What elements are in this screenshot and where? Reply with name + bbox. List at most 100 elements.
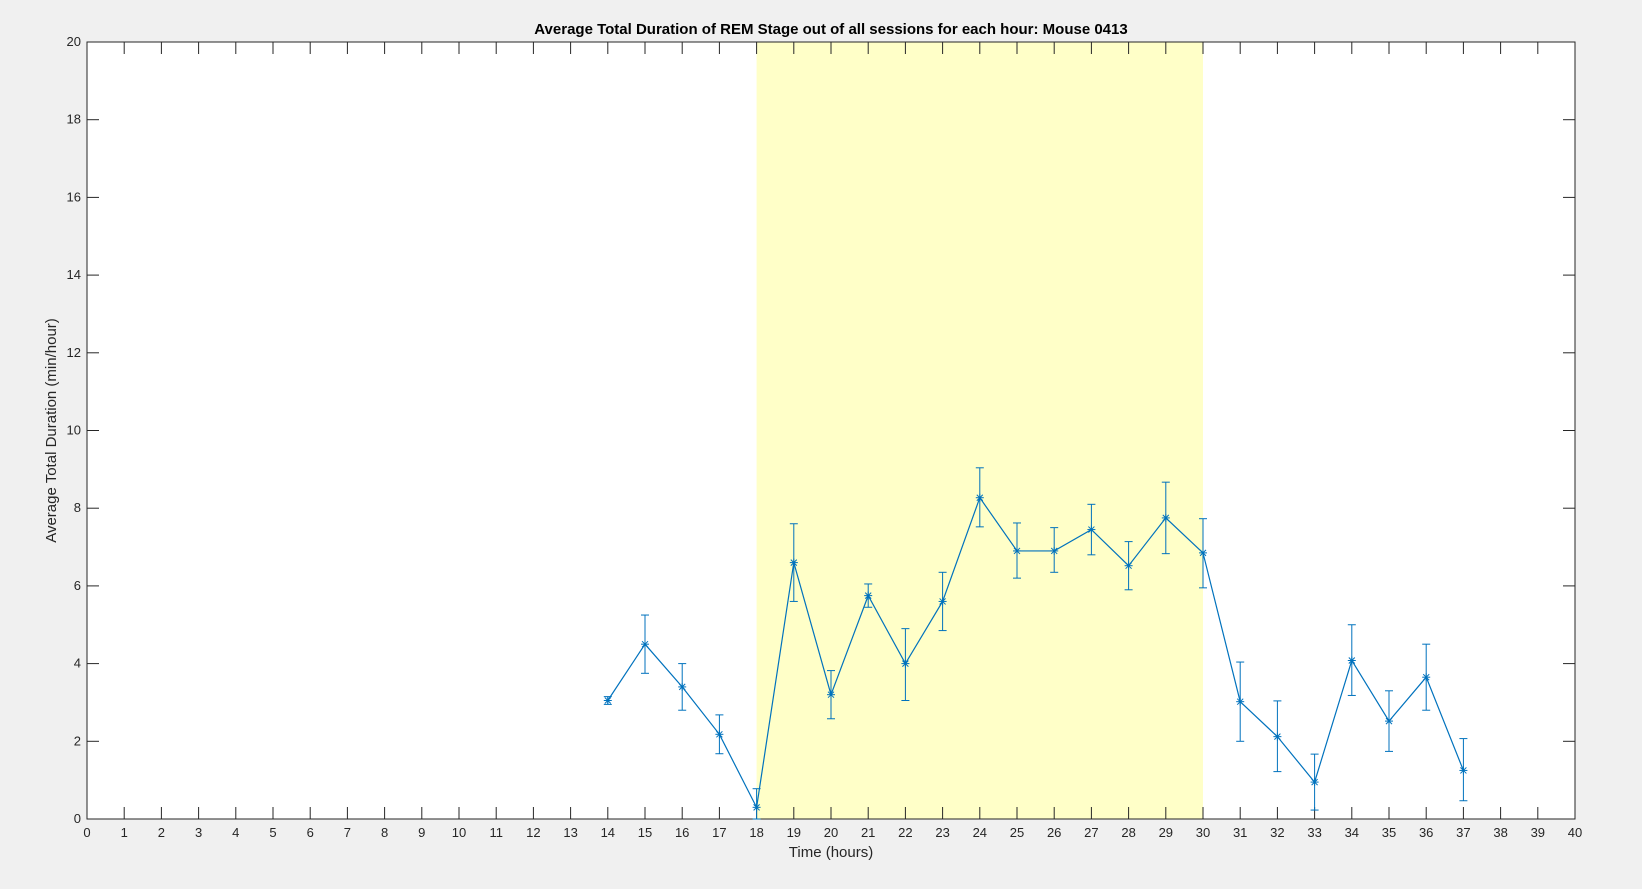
x-tick-label: 1 — [121, 825, 128, 840]
x-tick-label: 7 — [344, 825, 351, 840]
marker-stroke — [902, 660, 909, 667]
data-point — [1310, 778, 1319, 787]
marker-stroke — [1311, 778, 1318, 786]
ticks — [86, 41, 1576, 820]
x-tick-label: 8 — [381, 825, 388, 840]
x-tick-label: 31 — [1233, 825, 1247, 840]
marker-stroke — [976, 494, 984, 502]
y-tick-label: 2 — [74, 733, 81, 748]
x-tick-label: 19 — [787, 825, 801, 840]
x-tick-label: 32 — [1270, 825, 1284, 840]
x-tick-label: 20 — [824, 825, 838, 840]
tick-labels: 0 1 2 3 4 5 6 7 8 9 10 11 12 13 14 15 16 17 18 19 20 21 22 23 24… — [67, 34, 1583, 840]
x-tick-label: 24 — [973, 825, 987, 840]
marker-stroke — [939, 598, 946, 605]
data-point — [827, 690, 835, 699]
y-tick-label: 10 — [67, 423, 81, 438]
x-tick-label: 21 — [861, 825, 875, 840]
x-tick-label: 6 — [307, 825, 314, 840]
marker-stroke — [827, 691, 835, 699]
x-tick-label: 9 — [418, 825, 425, 840]
x-tick-label: 28 — [1121, 825, 1135, 840]
marker-stroke — [1422, 673, 1430, 681]
x-tick-label: 23 — [935, 825, 949, 840]
marker-stroke — [1385, 717, 1393, 725]
y-tick-label: 6 — [74, 578, 81, 593]
chart-title: Average Total Duration of REM Stage out … — [534, 21, 1127, 38]
data-point — [1273, 732, 1282, 741]
x-tick-label: 12 — [526, 825, 540, 840]
data-point — [752, 803, 761, 812]
x-tick-label: 10 — [452, 825, 466, 840]
data-point — [603, 696, 612, 705]
x-tick-label: 15 — [638, 825, 652, 840]
x-tick-label: 16 — [675, 825, 689, 840]
x-axis-label: Time (hours) — [789, 844, 873, 861]
x-tick-label: 11 — [489, 825, 503, 840]
shaded-region — [756, 42, 1203, 819]
x-tick-label: 33 — [1307, 825, 1321, 840]
marker-stroke — [1274, 733, 1281, 740]
y-tick-label: 0 — [74, 811, 81, 826]
series-line — [607, 496, 1464, 810]
data-point — [1087, 525, 1096, 534]
marker-stroke — [1348, 657, 1356, 664]
x-tick-label: 36 — [1419, 825, 1433, 840]
data-point — [1236, 697, 1245, 706]
marker-stroke — [1013, 547, 1021, 555]
data-point — [864, 591, 873, 600]
y-tick-label: 18 — [67, 112, 81, 127]
data-point — [1050, 546, 1059, 555]
marker-stroke — [604, 697, 612, 704]
data-point — [678, 682, 687, 691]
y-tick-label: 12 — [67, 345, 81, 360]
data-point — [789, 558, 798, 567]
marker-stroke — [1199, 549, 1207, 557]
marker-stroke — [1460, 767, 1467, 774]
axes-box — [86, 41, 1576, 820]
data-point — [938, 597, 947, 606]
marker-stroke — [716, 730, 723, 738]
x-tick-label: 17 — [712, 825, 726, 840]
x-tick-label: 27 — [1084, 825, 1098, 840]
data-point — [1199, 548, 1207, 557]
y-tick-label: 8 — [74, 500, 81, 515]
x-tick-label: 26 — [1047, 825, 1061, 840]
marker-stroke — [1088, 526, 1095, 533]
x-tick-label: 5 — [269, 825, 276, 840]
x-tick-label: 38 — [1493, 825, 1507, 840]
marker-stroke — [641, 640, 649, 648]
x-tick-label: 34 — [1345, 825, 1359, 840]
marker-stroke — [1125, 562, 1132, 570]
y-axis-label: Average Total Duration (min/hour) — [43, 318, 60, 543]
data-point — [1013, 546, 1021, 555]
data-point — [1385, 717, 1393, 726]
x-tick-label: 40 — [1568, 825, 1582, 840]
x-tick-label: 30 — [1196, 825, 1210, 840]
x-tick-label: 25 — [1010, 825, 1024, 840]
marker-stroke — [864, 592, 872, 599]
x-tick-label: 18 — [749, 825, 763, 840]
y-tick-label: 16 — [67, 189, 81, 204]
data-point — [1124, 561, 1133, 570]
marker-stroke — [1050, 547, 1058, 555]
x-tick-label: 2 — [158, 825, 165, 840]
data-point — [975, 493, 984, 502]
x-tick-label: 29 — [1159, 825, 1173, 840]
marker-stroke — [753, 803, 760, 811]
data-point — [1459, 766, 1468, 775]
marker-stroke — [1162, 514, 1170, 522]
data-point — [641, 640, 649, 649]
data-point — [1422, 673, 1431, 682]
y-tick-label: 20 — [67, 34, 81, 49]
data-point — [1161, 513, 1170, 522]
x-tick-label: 14 — [601, 825, 615, 840]
y-tick-label: 14 — [67, 267, 81, 282]
x-tick-label: 22 — [898, 825, 912, 840]
data-point — [1347, 656, 1356, 665]
y-tick-label: 4 — [74, 656, 81, 671]
x-tick-label: 0 — [83, 825, 90, 840]
data-point — [715, 730, 724, 739]
x-tick-label: 37 — [1456, 825, 1470, 840]
